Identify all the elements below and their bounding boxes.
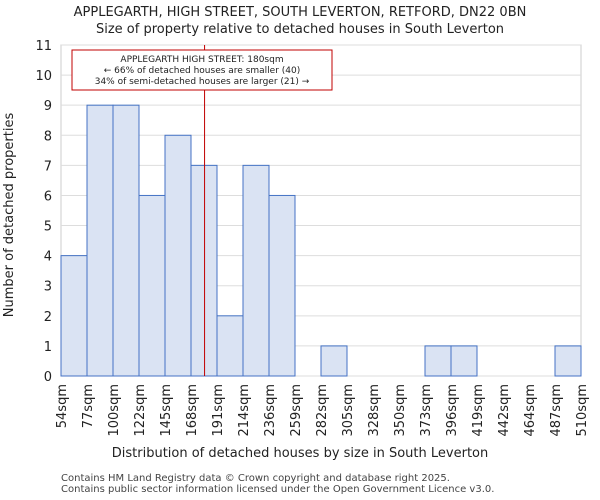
chart-subtitle: Size of property relative to detached ho…: [96, 22, 504, 37]
histogram-bar: [112, 104, 140, 377]
x-tick-label: 282sqm: [315, 384, 330, 437]
y-tick-label: 9: [44, 99, 52, 114]
x-tick-label: 373sqm: [419, 384, 434, 437]
histogram-bar: [216, 315, 244, 377]
x-tick-label: 145sqm: [159, 384, 174, 437]
footer-line-1: Contains HM Land Registry data © Crown c…: [61, 473, 450, 484]
y-axis-label: Number of detached properties: [2, 113, 17, 318]
x-tick-label: 168sqm: [185, 384, 200, 437]
y-tick-label: 5: [44, 220, 52, 235]
histogram-bar: [164, 134, 192, 377]
y-tick-label: 0: [44, 370, 52, 385]
x-tick-label: 464sqm: [523, 384, 538, 437]
x-tick-label: 191sqm: [211, 384, 226, 437]
x-tick-label: 305sqm: [341, 384, 356, 437]
x-tick-label: 442sqm: [497, 384, 512, 437]
y-tick-label: 1: [44, 340, 52, 355]
y-tick-label: 3: [44, 280, 52, 295]
y-tick-label: 7: [44, 159, 52, 174]
y-tick-label: 4: [44, 250, 52, 265]
x-tick-label: 259sqm: [289, 384, 304, 437]
y-tick-label: 11: [35, 39, 52, 54]
x-tick-label: 510sqm: [575, 384, 590, 437]
x-tick-label: 77sqm: [81, 384, 96, 428]
y-tick-label: 8: [44, 129, 52, 144]
annotation-text: ← 66% of detached houses are smaller (40…: [104, 66, 301, 76]
histogram-bar: [242, 164, 270, 377]
x-tick-label: 350sqm: [393, 384, 408, 437]
histogram-bar: [190, 164, 218, 377]
histogram-bar: [268, 194, 296, 377]
x-tick-label: 328sqm: [367, 384, 382, 437]
x-axis-label: Distribution of detached houses by size …: [112, 446, 488, 461]
histogram-bar: [60, 255, 88, 377]
footer-line-2: Contains public sector information licen…: [61, 484, 495, 495]
histogram-bar: [86, 104, 114, 377]
histogram-bar: [450, 345, 478, 377]
y-tick-label: 6: [44, 189, 52, 204]
x-tick-label: 487sqm: [549, 384, 564, 437]
histogram-bar: [320, 345, 348, 377]
x-tick-label: 396sqm: [445, 384, 460, 437]
x-tick-label: 214sqm: [237, 384, 252, 437]
x-tick-label: 54sqm: [55, 384, 70, 428]
x-tick-label: 419sqm: [471, 384, 486, 437]
y-tick-label: 10: [35, 69, 52, 84]
histogram-bar: [138, 194, 166, 377]
annotation-text: 34% of semi-detached houses are larger (…: [95, 77, 310, 87]
x-tick-label: 122sqm: [133, 384, 148, 437]
x-tick-label: 100sqm: [107, 384, 122, 437]
histogram-bar: [554, 345, 582, 377]
y-tick-label: 2: [44, 310, 52, 325]
chart-title: APPLEGARTH, HIGH STREET, SOUTH LEVERTON,…: [74, 5, 527, 20]
x-tick-label: 236sqm: [263, 384, 278, 437]
annotation-box: [71, 49, 333, 91]
annotation-text: APPLEGARTH HIGH STREET: 180sqm: [120, 55, 283, 65]
histogram-bar: [424, 345, 452, 377]
